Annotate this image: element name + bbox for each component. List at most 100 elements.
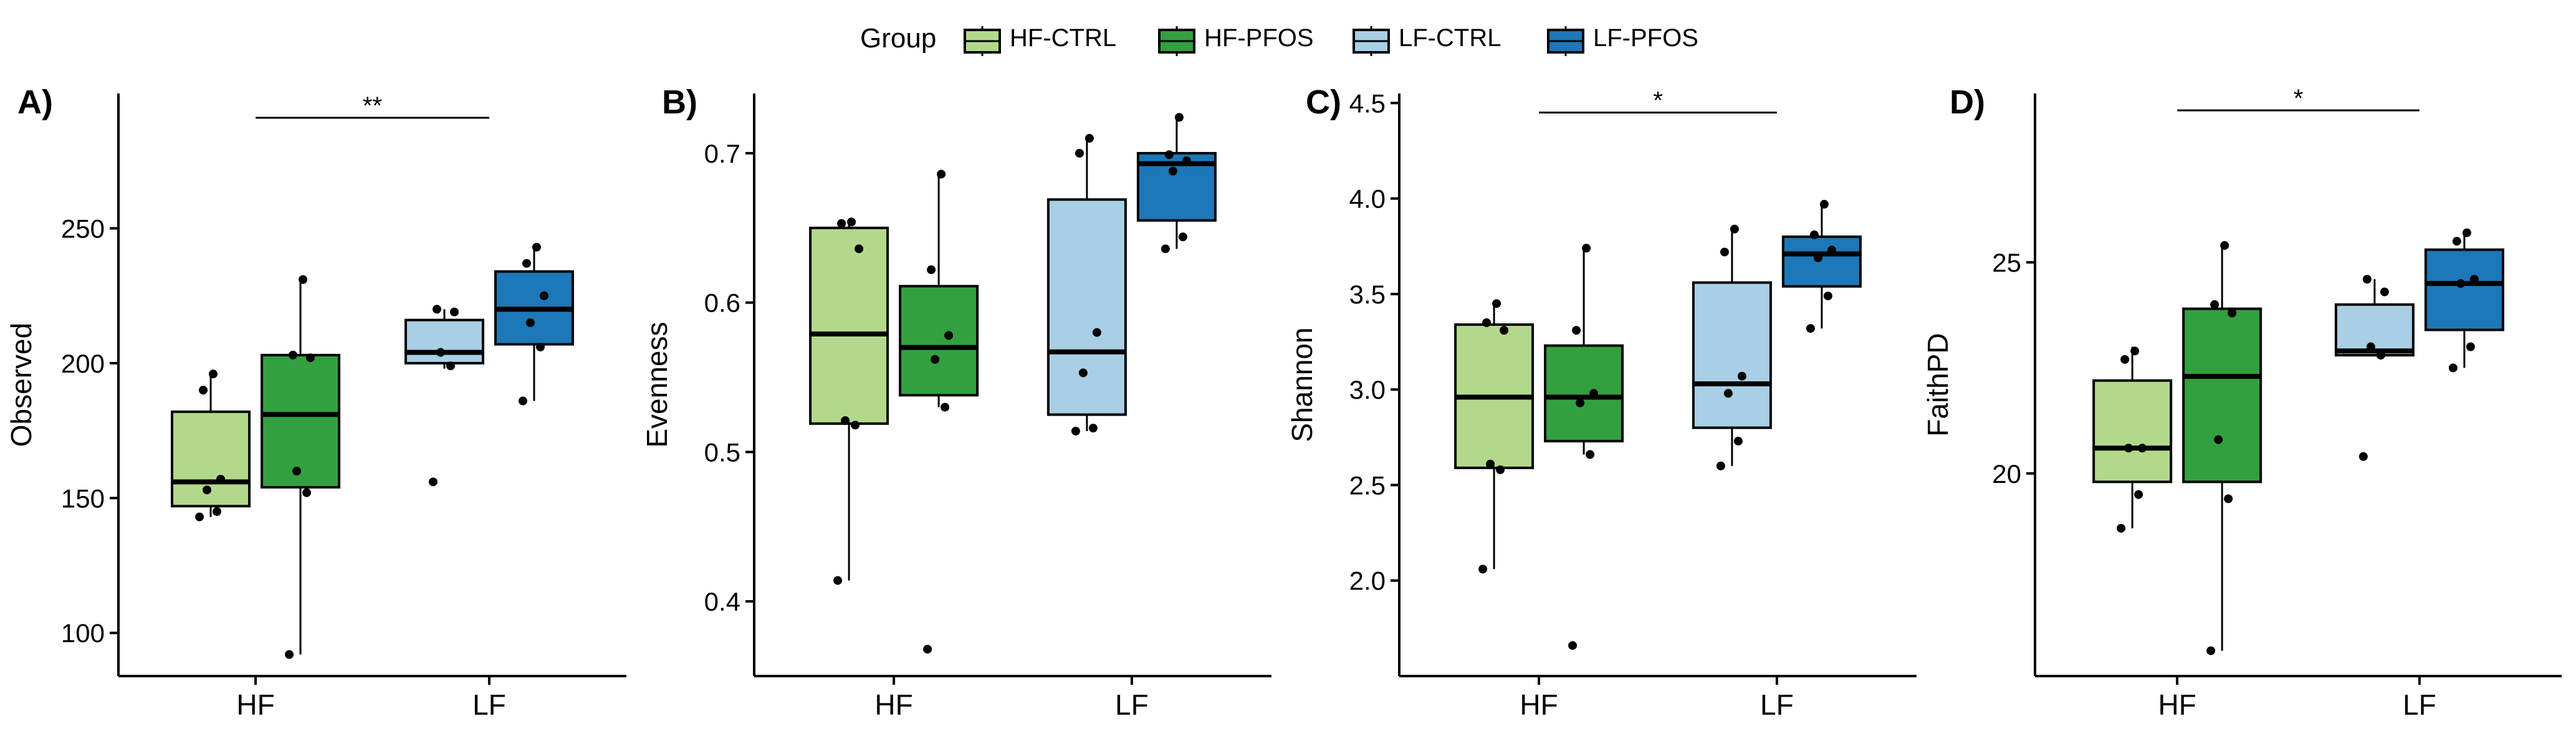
data-point — [1161, 244, 1170, 254]
box-body — [261, 353, 341, 489]
data-point — [1827, 246, 1836, 255]
y-tick-label: 2.5 — [1349, 470, 1386, 500]
box-lf-pfos — [1781, 199, 1862, 333]
box-lf-ctrl — [2334, 275, 2415, 461]
data-point — [1823, 291, 1832, 300]
y-tick-label: 200 — [61, 349, 105, 378]
panel-faithpd: D) 20 25 FaithPD HF LF * — [1922, 83, 2562, 721]
data-point — [446, 361, 455, 371]
data-point — [1809, 230, 1819, 239]
legend-label-hf-pfos: HF-PFOS — [1204, 24, 1314, 52]
data-point — [532, 242, 541, 252]
data-point — [1078, 368, 1088, 378]
data-point — [2452, 237, 2461, 246]
box-lf-pfos — [1136, 113, 1217, 254]
data-point — [941, 403, 950, 412]
data-point — [1589, 389, 1599, 398]
data-point — [1723, 389, 1733, 398]
data-point — [2117, 523, 2126, 533]
data-point — [2134, 490, 2143, 499]
box-body — [899, 285, 979, 397]
data-point — [1486, 459, 1495, 469]
data-point — [535, 342, 545, 351]
box-hf-pfos — [899, 169, 979, 654]
y-tick-label: 0.4 — [704, 587, 740, 616]
data-point — [837, 219, 846, 228]
data-point — [2358, 452, 2368, 461]
data-point — [1720, 247, 1729, 257]
y-tick-label: 4.5 — [1349, 88, 1386, 118]
legend-item-hf-pfos: HF-PFOS — [1158, 24, 1314, 56]
data-point — [1174, 113, 1184, 122]
box-body — [1544, 344, 1624, 442]
x-tick-label-hf: HF — [874, 689, 912, 721]
box-lf-ctrl — [1046, 133, 1127, 436]
box-hf-ctrl — [171, 369, 251, 522]
legend-item-hf-ctrl: HF-CTRL — [964, 24, 1116, 56]
data-point — [289, 350, 298, 360]
y-tick-label: 4.0 — [1349, 184, 1386, 214]
y-tick-label: 3.0 — [1349, 375, 1386, 404]
y-axis-title: Evenness — [641, 322, 673, 447]
box-lf-pfos — [494, 242, 574, 406]
data-point — [2462, 228, 2471, 237]
y-tick-label: 0.6 — [704, 288, 740, 318]
data-point — [927, 265, 936, 274]
data-point — [1733, 436, 1743, 446]
data-point — [518, 396, 527, 406]
data-point — [1500, 326, 1509, 335]
box-hf-ctrl — [1454, 299, 1535, 574]
data-point — [436, 348, 445, 357]
data-point — [2214, 435, 2223, 444]
data-point — [931, 355, 940, 364]
data-point — [1478, 565, 1488, 574]
data-point — [944, 331, 954, 340]
panel-label: B) — [662, 83, 697, 121]
box-body — [1692, 281, 1772, 429]
data-point — [432, 305, 441, 314]
data-point — [1806, 324, 1815, 333]
data-point — [923, 644, 932, 654]
box-body — [809, 226, 889, 425]
data-point — [216, 475, 226, 484]
x-tick-label-lf: LF — [2403, 689, 2436, 721]
panel-label: C) — [1306, 83, 1341, 121]
x-tick-label-lf: LF — [1115, 689, 1149, 721]
y-tick-label: 250 — [61, 214, 105, 243]
data-point — [1730, 224, 1739, 234]
data-point — [1582, 244, 1591, 253]
data-point — [2448, 363, 2458, 373]
data-point — [1716, 461, 1725, 470]
data-point — [428, 477, 438, 487]
y-axis-title: Observed — [5, 323, 37, 447]
legend-label-lf-pfos: LF-PFOS — [1593, 24, 1698, 52]
data-point — [2120, 355, 2130, 364]
data-point — [1092, 328, 1101, 337]
data-point — [2362, 275, 2372, 284]
panel-evenness: B) 0.4 0.5 0.6 0.7 Evenness HF LF — [641, 83, 1271, 721]
y-axis-title: FaithPD — [1922, 333, 1954, 436]
data-point — [199, 386, 208, 395]
box-lf-ctrl — [1692, 224, 1772, 470]
data-point — [539, 291, 548, 300]
data-point — [851, 421, 860, 430]
data-point — [2138, 444, 2147, 453]
data-point — [1576, 398, 1585, 408]
panel-observed: A) 100 150 200 250 Observed HF LF ** — [5, 83, 626, 721]
data-point — [1182, 156, 1191, 165]
y-tick-label: 3.5 — [1349, 280, 1386, 309]
data-point — [2124, 444, 2133, 453]
panel-shannon: C) 2.0 2.5 3.0 3.5 4.0 4.5 Shannon HF LF * — [1286, 83, 1917, 721]
data-point — [285, 650, 294, 659]
y-tick-label: 2.0 — [1349, 566, 1386, 596]
x-tick-label-lf: LF — [472, 689, 506, 721]
box-body — [1046, 198, 1127, 416]
significance-label: ** — [363, 92, 382, 120]
legend-item-lf-ctrl: LF-CTRL — [1353, 24, 1501, 56]
data-point — [841, 416, 850, 426]
data-point — [1586, 450, 1595, 459]
y-tick-label: 25 — [1992, 248, 2021, 277]
legend-title: Group — [860, 23, 936, 54]
